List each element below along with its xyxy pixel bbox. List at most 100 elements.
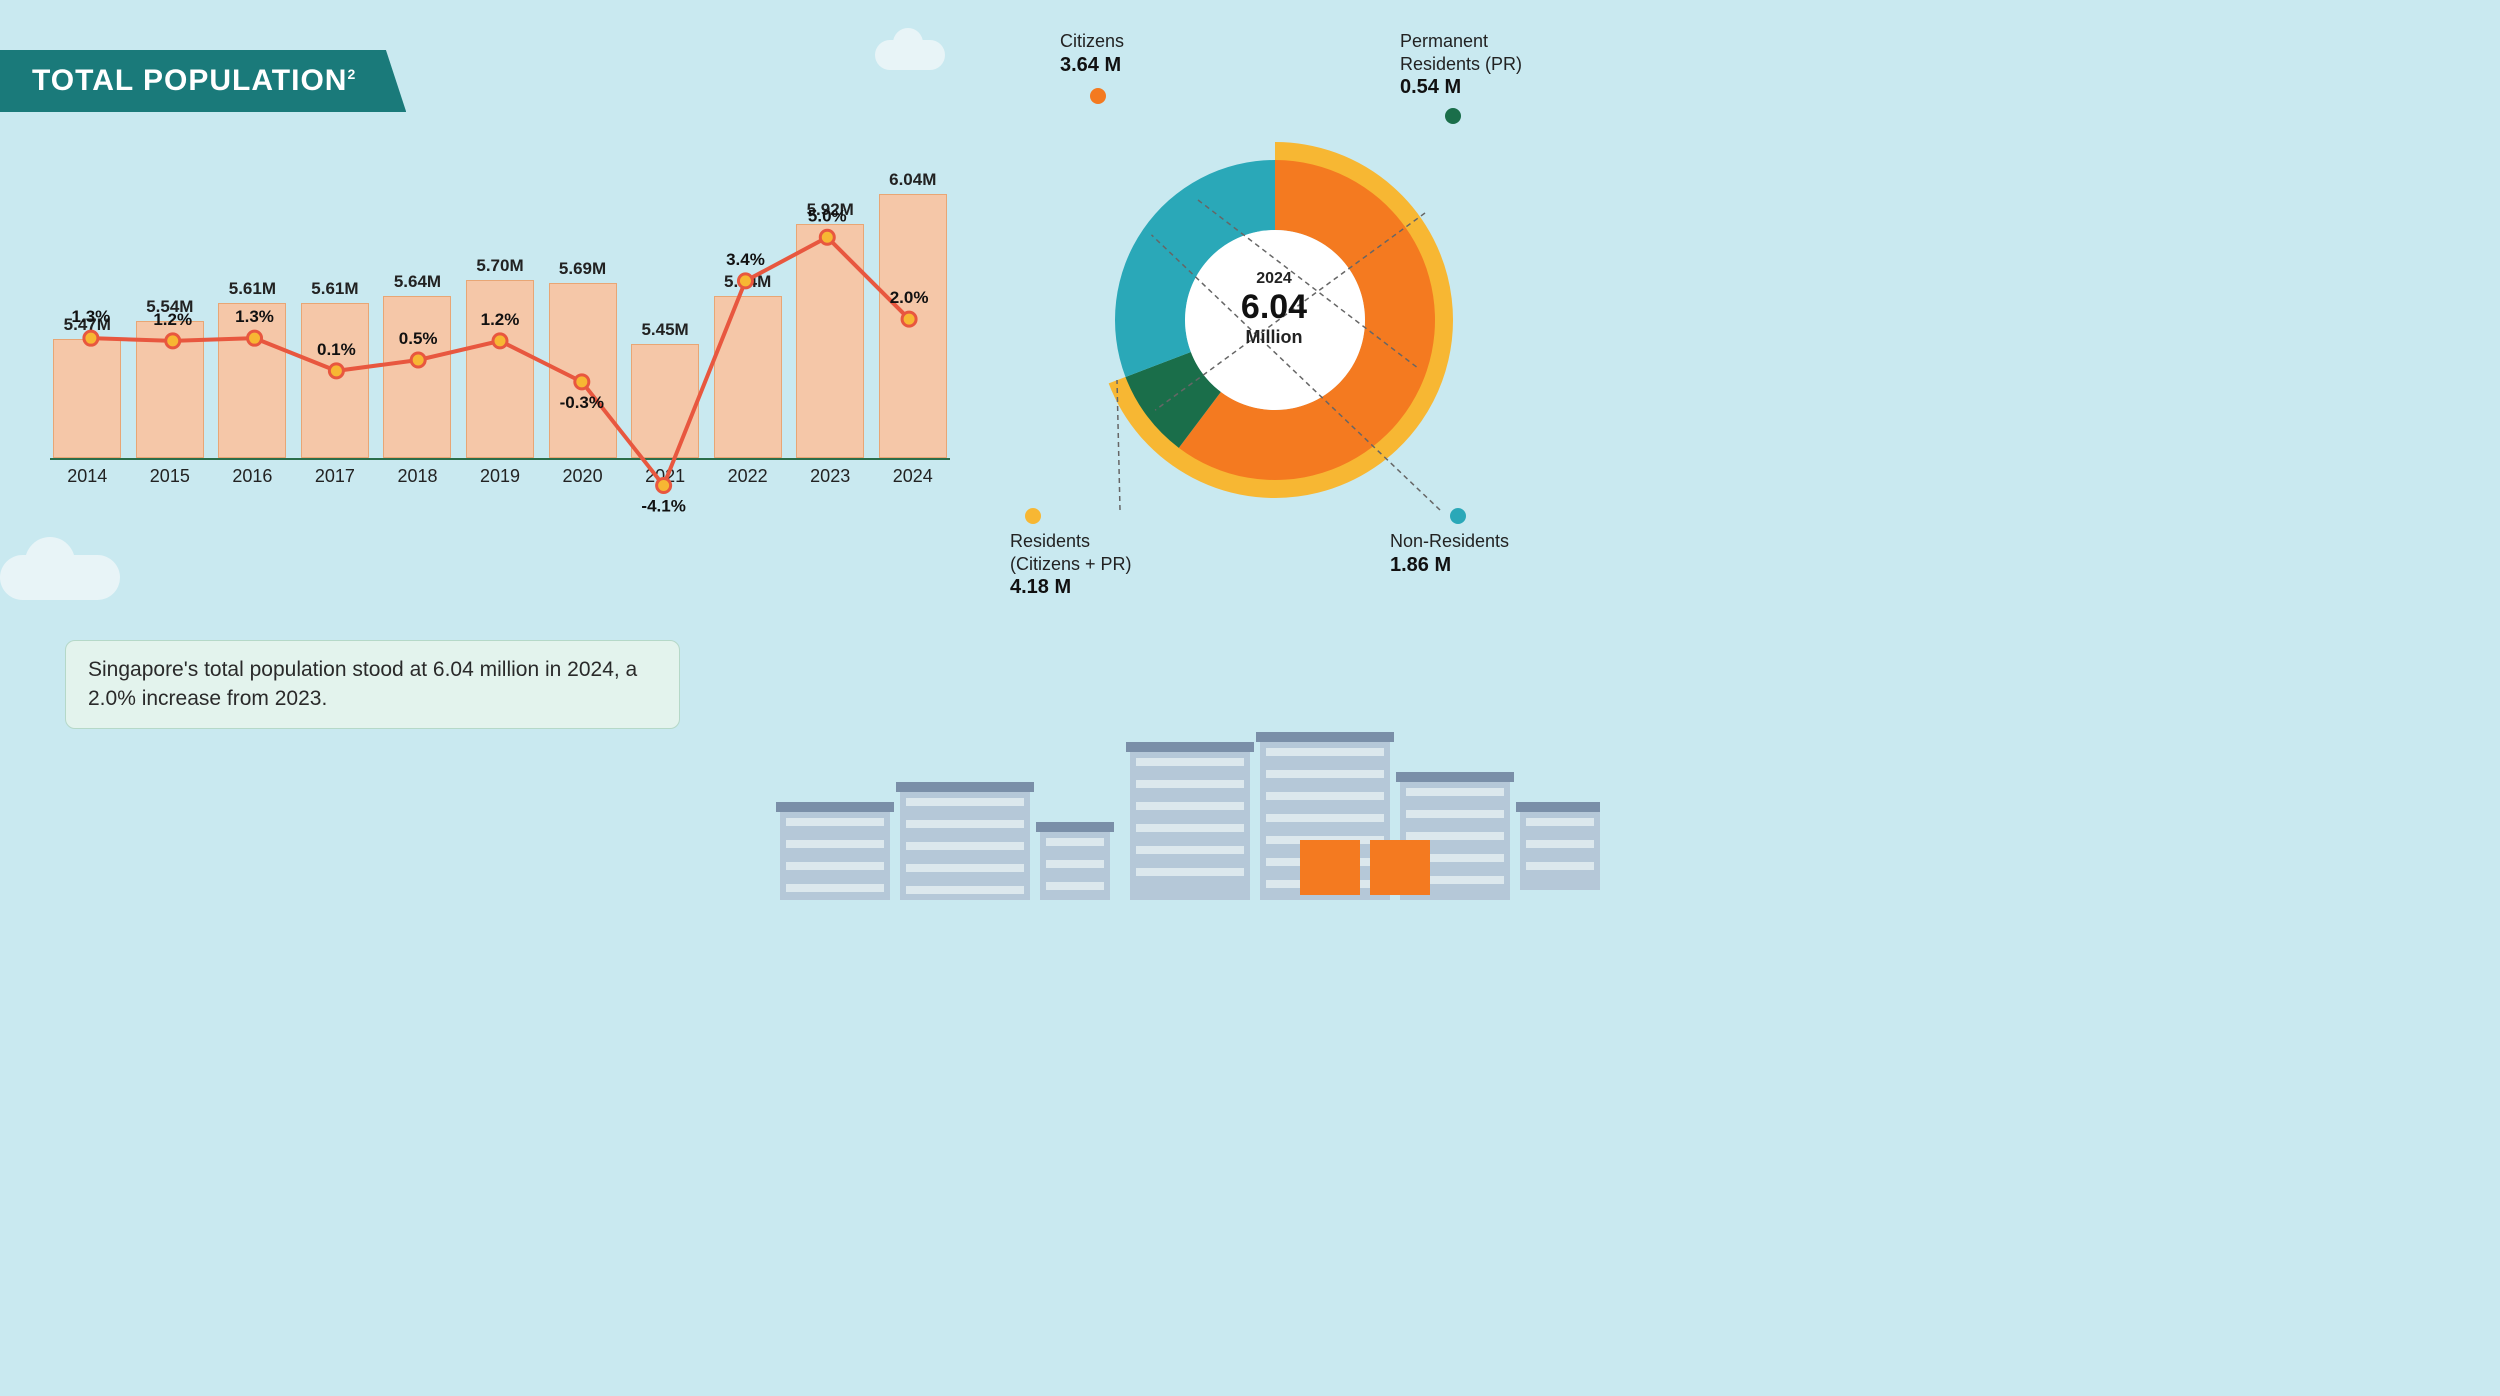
building-windows (1136, 802, 1244, 810)
segment-name: Non-Residents (1390, 530, 1509, 553)
building-roof (776, 802, 894, 812)
building-windows (1406, 788, 1504, 796)
bar-group: 5.64M (380, 272, 455, 458)
year-label: 2014 (50, 466, 125, 487)
population-chart: 5.47M 5.54M 5.61M 5.61M 5.64M 5.70M 5.69M 5.45M… (50, 130, 950, 530)
bar-value-label: 5.54M (146, 297, 193, 317)
segment-name: PermanentResidents (PR) (1400, 30, 1522, 75)
building-roof (1126, 742, 1254, 752)
bar-area: 5.47M 5.54M 5.61M 5.61M 5.64M 5.70M 5.69M 5.45M… (50, 130, 950, 460)
building-windows (1526, 818, 1594, 826)
building-roof (1516, 802, 1600, 812)
caption-text: Singapore's total population stood at 6.… (88, 658, 637, 710)
building-roof (1396, 772, 1514, 782)
building-windows (1526, 862, 1594, 870)
bar-group: 5.45M (628, 320, 703, 458)
bar-value-label: 5.92M (807, 200, 854, 220)
donut-year: 2024 (1194, 270, 1354, 288)
segment-name: Citizens (1060, 30, 1124, 53)
building-windows (1046, 838, 1104, 846)
building-windows (1046, 860, 1104, 868)
bar (301, 303, 369, 458)
building-windows (1266, 770, 1384, 778)
building-roof (896, 782, 1034, 792)
building-windows (906, 864, 1024, 872)
donut-value: 6.04 (1194, 288, 1354, 327)
year-label: 2020 (545, 466, 620, 487)
building-windows (1266, 814, 1384, 822)
donut-center-label: 2024 6.04 Million (1194, 270, 1354, 370)
bar-value-label: 5.69M (559, 259, 606, 279)
building-windows (1136, 758, 1244, 766)
bar-group: 5.61M (298, 279, 373, 458)
cloud-decoration (0, 555, 120, 600)
building-windows (1136, 846, 1244, 854)
bar-value-label: 5.61M (311, 279, 358, 299)
bar-value-label: 5.47M (64, 315, 111, 335)
building-accent (1370, 840, 1430, 895)
bar-group: 5.69M (545, 259, 620, 458)
building-windows (906, 798, 1024, 806)
bar (466, 280, 534, 458)
building-windows (786, 862, 884, 870)
building-windows (786, 884, 884, 892)
bar-group: 6.04M (875, 170, 950, 458)
building-windows (1526, 840, 1594, 848)
title-text: TOTAL POPULATION (32, 64, 347, 97)
segment-value: 1.86 M (1390, 553, 1509, 578)
bar-group: 5.47M (50, 315, 125, 458)
building-windows (1136, 780, 1244, 788)
buildings-decoration (700, 720, 1600, 900)
bar-value-label: 5.61M (229, 279, 276, 299)
building-windows (1266, 792, 1384, 800)
bar (631, 344, 699, 458)
donut-segment-label: PermanentResidents (PR)0.54 M (1400, 30, 1522, 100)
bar (383, 296, 451, 458)
segment-marker-dot (1025, 508, 1041, 524)
segment-marker-dot (1090, 88, 1106, 104)
bar-value-label: 5.45M (641, 320, 688, 340)
year-label: 2015 (133, 466, 208, 487)
building-roof (1256, 732, 1394, 742)
segment-marker-dot (1450, 508, 1466, 524)
segment-marker-dot (1445, 108, 1461, 124)
bar (714, 296, 782, 458)
building-windows (906, 842, 1024, 850)
building-windows (786, 818, 884, 826)
bar (879, 194, 947, 458)
building-windows (1266, 748, 1384, 756)
bar-group: 5.70M (463, 256, 538, 458)
bar (53, 339, 121, 458)
building-roof (1036, 822, 1114, 832)
bar-group: 5.54M (133, 297, 208, 458)
year-label: 2022 (710, 466, 785, 487)
year-label: 2017 (298, 466, 373, 487)
bar-value-label: 6.04M (889, 170, 936, 190)
segment-value: 3.64 M (1060, 53, 1124, 78)
bar-group: 5.92M (793, 200, 868, 458)
cloud-decoration (875, 40, 945, 70)
donut-segment-label: Non-Residents1.86 M (1390, 530, 1509, 578)
caption-box: Singapore's total population stood at 6.… (65, 640, 680, 729)
building-windows (906, 820, 1024, 828)
population-breakdown-donut: 2024 6.04 Million Citizens3.64 M Permanen… (980, 30, 1580, 630)
title-footnote: 2 (347, 66, 356, 82)
year-label: 2018 (380, 466, 455, 487)
bar-value-label: 5.70M (476, 256, 523, 276)
year-label: 2021 (628, 466, 703, 487)
year-label: 2016 (215, 466, 290, 487)
bar (136, 321, 204, 458)
building-accent (1300, 840, 1360, 895)
building-windows (1136, 824, 1244, 832)
bar-value-label: 5.64M (724, 272, 771, 292)
segment-value: 4.18 M (1010, 575, 1132, 600)
bar (549, 283, 617, 458)
growth-pct-label: -4.1% (641, 496, 685, 515)
bar-group: 5.64M (710, 272, 785, 458)
bar (218, 303, 286, 458)
year-axis: 2014201520162017201820192020202120222023… (50, 466, 950, 487)
building-windows (1406, 810, 1504, 818)
title-banner: TOTAL POPULATION2 (0, 50, 406, 112)
bar-group: 5.61M (215, 279, 290, 458)
year-label: 2024 (875, 466, 950, 487)
